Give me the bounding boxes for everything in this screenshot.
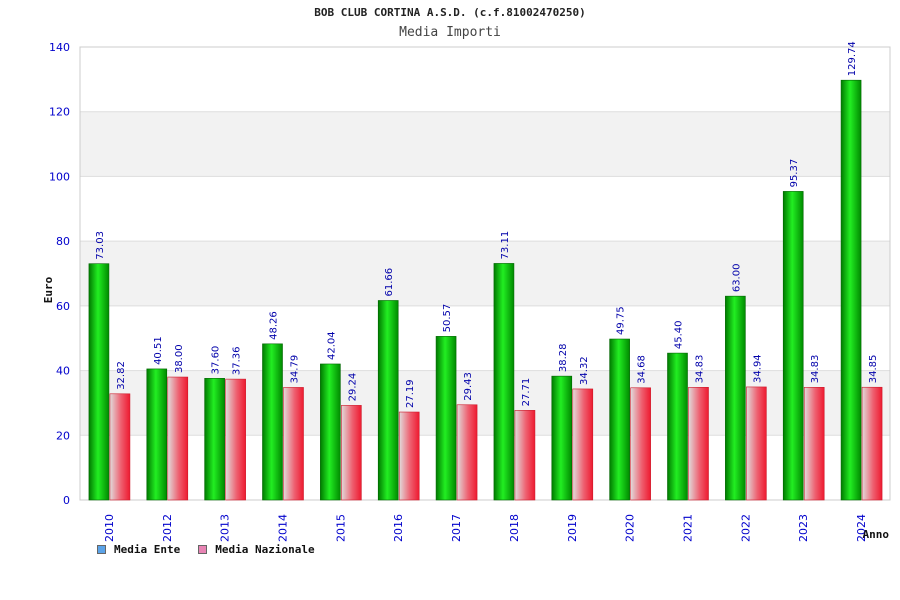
x-tick-label: 2020 bbox=[624, 514, 637, 542]
data-label: 38.28 bbox=[558, 343, 569, 372]
data-label: 34.32 bbox=[579, 356, 590, 385]
x-tick-label: 2010 bbox=[103, 514, 116, 542]
legend: Media Ente Media Nazionale bbox=[97, 543, 315, 556]
data-label: 61.66 bbox=[384, 268, 395, 297]
plot-frame bbox=[79, 46, 891, 501]
data-label: 63.00 bbox=[731, 264, 742, 293]
y-tick-label: 0 bbox=[63, 494, 70, 507]
y-tick-label: 60 bbox=[56, 300, 70, 313]
x-tick-label: 2022 bbox=[739, 514, 752, 542]
data-label: 34.83 bbox=[810, 355, 821, 384]
legend-swatch-media-ente bbox=[97, 545, 106, 554]
data-label: 34.83 bbox=[695, 355, 706, 384]
y-tick-label: 100 bbox=[49, 170, 70, 183]
bar-media-nazionale bbox=[167, 376, 189, 501]
data-label: 32.82 bbox=[116, 361, 127, 390]
data-label: 29.24 bbox=[347, 373, 358, 402]
bar-media-ente bbox=[262, 343, 283, 501]
bar-media-nazionale bbox=[283, 387, 304, 501]
data-label: 27.71 bbox=[521, 378, 532, 407]
bar-media-nazionale bbox=[861, 386, 883, 501]
x-tick-label: 2016 bbox=[392, 514, 405, 542]
bar-media-ente bbox=[493, 263, 515, 501]
y-tick-label: 80 bbox=[56, 235, 70, 248]
legend-label-media-nazionale: Media Nazionale bbox=[215, 543, 315, 556]
bar-media-ente bbox=[667, 352, 688, 501]
bar-media-nazionale bbox=[746, 386, 767, 501]
bar-media-nazionale bbox=[688, 387, 709, 501]
bar-media-nazionale bbox=[572, 388, 594, 501]
x-axis-label: Anno bbox=[863, 528, 890, 541]
data-label: 27.19 bbox=[405, 379, 416, 408]
x-tick-label: 2012 bbox=[161, 514, 174, 542]
x-tick-label: 2023 bbox=[797, 514, 810, 542]
data-label: 48.26 bbox=[269, 311, 280, 340]
bar-media-ente bbox=[146, 368, 168, 501]
legend-item-media-ente: Media Ente bbox=[97, 543, 180, 556]
data-label: 42.04 bbox=[326, 331, 337, 360]
x-tick-label: 2024 bbox=[855, 514, 868, 542]
chart-subtitle: Media Importi bbox=[399, 25, 501, 40]
x-tick-label: 2015 bbox=[334, 514, 347, 542]
data-label: 73.03 bbox=[95, 231, 106, 260]
grid-band bbox=[80, 241, 890, 306]
data-label: 34.79 bbox=[290, 355, 301, 384]
x-tick-label: 2014 bbox=[277, 514, 290, 542]
data-label: 38.00 bbox=[174, 344, 185, 373]
data-label: 73.11 bbox=[500, 231, 511, 260]
bar-media-nazionale bbox=[514, 410, 536, 501]
data-label: 40.51 bbox=[153, 336, 164, 365]
data-label: 95.37 bbox=[789, 159, 800, 188]
bar-media-ente bbox=[725, 295, 746, 501]
bar-media-ente bbox=[377, 300, 399, 501]
data-label: 34.94 bbox=[752, 354, 763, 383]
data-label: 49.75 bbox=[616, 306, 627, 335]
data-label: 37.60 bbox=[211, 346, 222, 375]
bar-media-ente bbox=[320, 363, 341, 501]
bar-media-ente bbox=[782, 191, 804, 501]
bar-media-nazionale bbox=[225, 378, 246, 501]
y-tick-label: 120 bbox=[49, 106, 70, 119]
y-tick-label: 140 bbox=[49, 41, 70, 54]
bar-media-nazionale bbox=[456, 404, 478, 501]
data-label: 37.36 bbox=[232, 346, 243, 375]
bar-media-nazionale bbox=[341, 405, 362, 501]
data-label: 34.85 bbox=[868, 355, 879, 384]
bar-media-ente bbox=[551, 375, 573, 501]
x-tick-label: 2018 bbox=[508, 514, 521, 542]
legend-swatch-media-nazionale bbox=[198, 545, 208, 554]
y-axis-label: Euro bbox=[42, 276, 55, 303]
grid-band bbox=[80, 370, 890, 436]
bar-media-nazionale bbox=[630, 387, 651, 501]
x-tick-label: 2019 bbox=[566, 514, 579, 542]
data-label: 34.68 bbox=[637, 355, 648, 384]
x-tick-label: 2013 bbox=[219, 514, 232, 542]
x-tick-label: 2021 bbox=[682, 514, 695, 542]
data-label: 129.74 bbox=[847, 41, 858, 76]
x-tick-label: 2017 bbox=[450, 514, 463, 542]
chart-title: BOB CLUB CORTINA A.S.D. (c.f.81002470250… bbox=[314, 6, 586, 19]
bar-media-ente bbox=[204, 378, 225, 501]
grid-band bbox=[80, 111, 890, 177]
bar-media-nazionale bbox=[803, 387, 825, 501]
data-label: 29.43 bbox=[463, 372, 474, 401]
bar-media-ente bbox=[609, 338, 630, 501]
bar-media-ente bbox=[88, 263, 110, 501]
y-tick-label: 20 bbox=[56, 429, 70, 442]
bar-media-ente bbox=[435, 336, 457, 501]
legend-item-media-nazionale: Media Nazionale bbox=[198, 543, 315, 556]
y-tick-label: 40 bbox=[56, 365, 70, 378]
bar-media-nazionale bbox=[109, 393, 131, 501]
bar-media-ente bbox=[840, 79, 862, 501]
data-label: 50.57 bbox=[442, 304, 453, 333]
data-label: 45.40 bbox=[674, 320, 685, 349]
legend-label-media-ente: Media Ente bbox=[114, 543, 181, 556]
bar-media-nazionale bbox=[398, 411, 420, 501]
